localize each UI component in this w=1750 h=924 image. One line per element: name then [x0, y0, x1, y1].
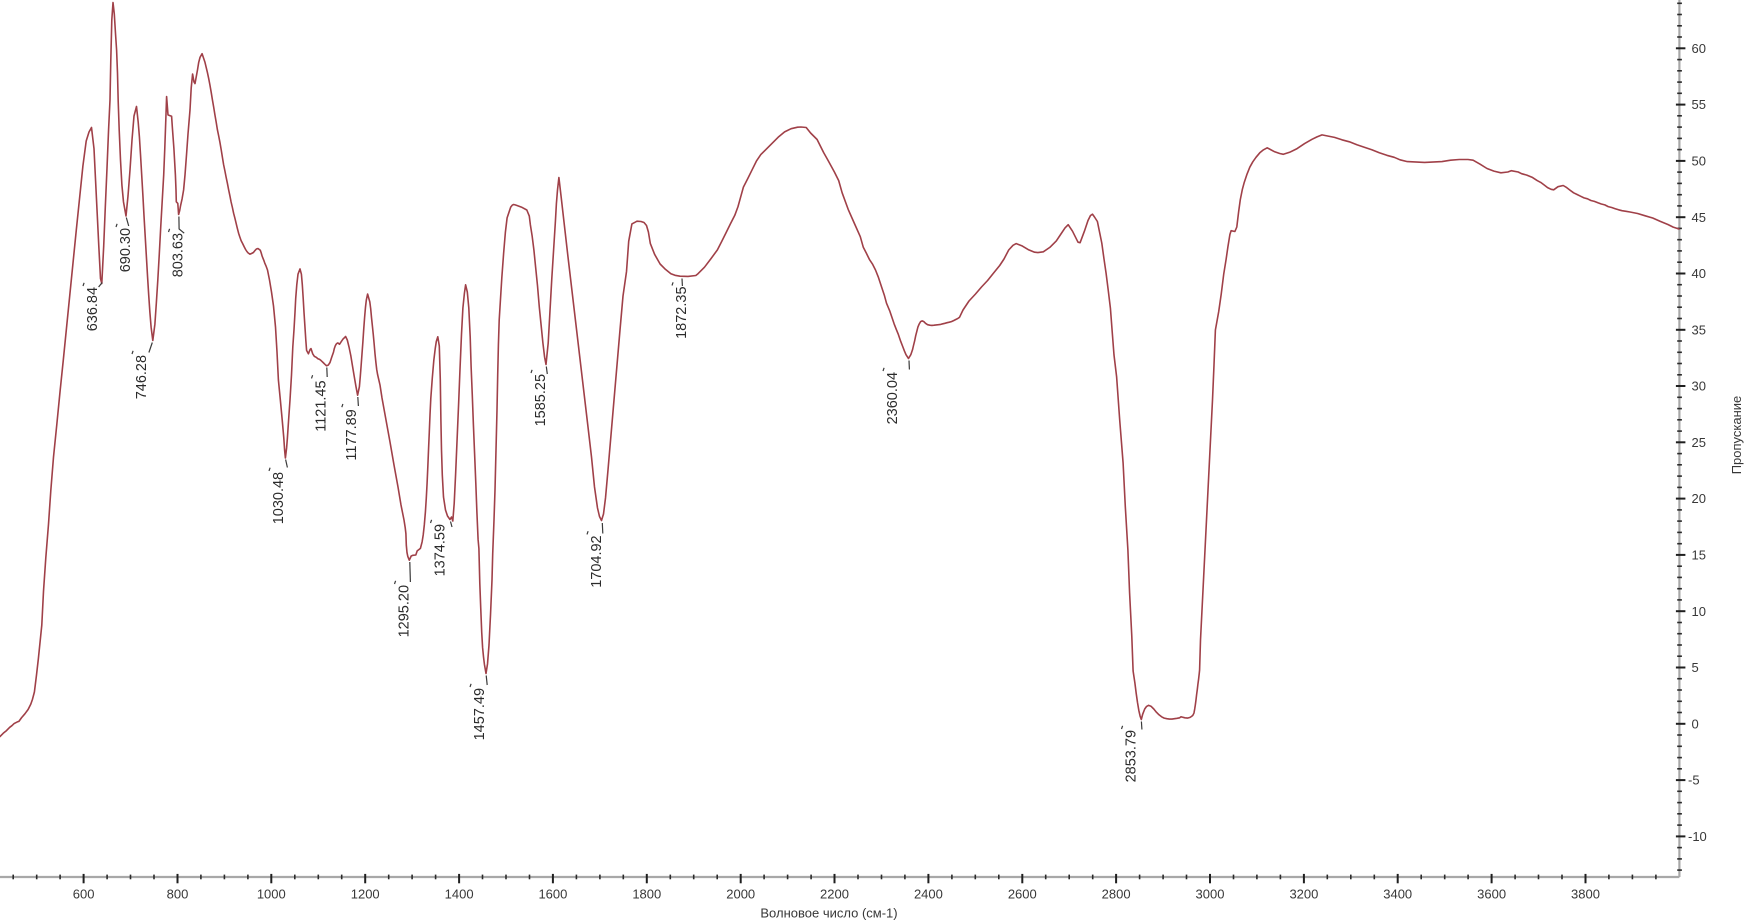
svg-text:55: 55	[1692, 97, 1706, 112]
svg-text:2800: 2800	[1102, 887, 1131, 902]
svg-text:2200: 2200	[820, 887, 849, 902]
svg-text:1030.48: 1030.48	[271, 472, 287, 524]
svg-text:60: 60	[1692, 41, 1706, 56]
svg-text:2600: 2600	[1008, 887, 1037, 902]
svg-text:600: 600	[73, 887, 95, 902]
svg-text:690.30: 690.30	[118, 228, 134, 272]
svg-text:3800: 3800	[1571, 887, 1600, 902]
svg-text:2360.04: 2360.04	[885, 372, 901, 424]
svg-text:-5: -5	[1688, 773, 1700, 788]
svg-text:50: 50	[1692, 154, 1706, 169]
svg-text:40: 40	[1692, 266, 1706, 281]
svg-text:20: 20	[1692, 491, 1706, 506]
svg-text:10: 10	[1692, 604, 1706, 619]
svg-text:5: 5	[1692, 660, 1699, 675]
svg-text:636.84: 636.84	[85, 287, 101, 331]
svg-text:1585.25: 1585.25	[533, 374, 549, 426]
svg-text:1457.49: 1457.49	[472, 688, 488, 740]
svg-text:800: 800	[167, 887, 189, 902]
svg-text:746.28: 746.28	[134, 355, 150, 399]
svg-text:2000: 2000	[726, 887, 755, 902]
svg-text:2853.79: 2853.79	[1124, 730, 1140, 782]
svg-text:3000: 3000	[1196, 887, 1225, 902]
svg-text:1295.20: 1295.20	[397, 585, 413, 637]
svg-text:803.63: 803.63	[171, 233, 187, 277]
svg-text:1704.92: 1704.92	[589, 535, 605, 587]
svg-text:3600: 3600	[1477, 887, 1506, 902]
svg-text:1374.59: 1374.59	[433, 524, 449, 576]
svg-text:1121.45: 1121.45	[314, 380, 330, 431]
svg-text:-10: -10	[1688, 829, 1707, 844]
svg-text:3200: 3200	[1289, 887, 1318, 902]
svg-text:Пропускание: Пропускание	[1729, 396, 1744, 475]
svg-text:1600: 1600	[538, 887, 567, 902]
svg-text:0: 0	[1692, 716, 1699, 731]
svg-text:1400: 1400	[445, 887, 474, 902]
svg-text:1800: 1800	[632, 887, 661, 902]
svg-text:1000: 1000	[257, 887, 286, 902]
svg-text:Волновое число (см-1): Волновое число (см-1)	[760, 906, 897, 921]
svg-text:1200: 1200	[351, 887, 380, 902]
svg-text:25: 25	[1692, 435, 1706, 450]
svg-text:45: 45	[1692, 210, 1706, 225]
svg-text:1177.89: 1177.89	[344, 409, 360, 460]
svg-text:2400: 2400	[914, 887, 943, 902]
svg-text:3400: 3400	[1383, 887, 1412, 902]
svg-text:1872.35: 1872.35	[674, 286, 690, 338]
svg-text:35: 35	[1692, 322, 1706, 337]
svg-text:15: 15	[1692, 548, 1706, 563]
svg-text:30: 30	[1692, 379, 1706, 394]
